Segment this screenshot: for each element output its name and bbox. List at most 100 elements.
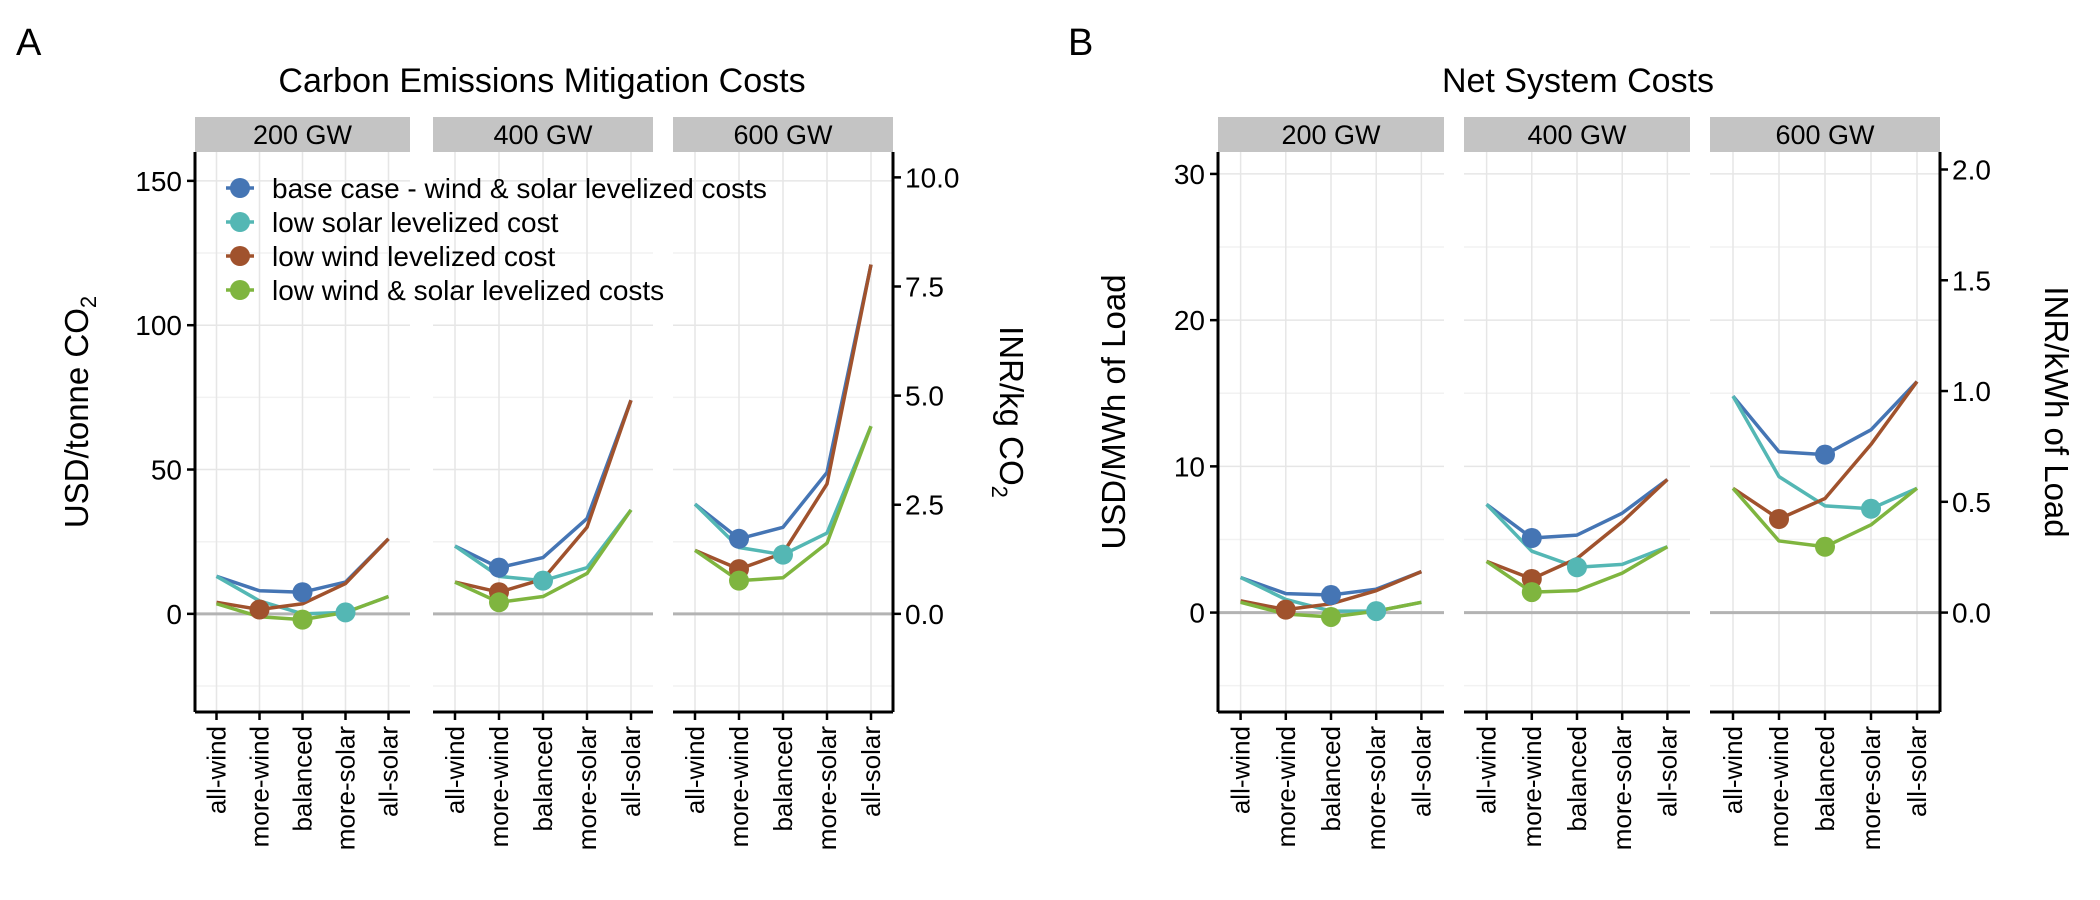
x-tick-label: all-wind <box>1472 726 1502 814</box>
series-line-base <box>454 399 633 570</box>
legend-marker-lowboth <box>230 280 250 300</box>
series-marker-lowboth <box>489 592 509 613</box>
x-tick-label: balanced <box>528 726 558 832</box>
x-tick-label: more-wind <box>1517 726 1547 847</box>
x-tick-label: more-solar <box>1856 726 1886 851</box>
facet-strip-label: 400 GW <box>493 120 593 150</box>
y-tick-label: 20 <box>1174 305 1205 336</box>
series-marker-base <box>489 557 509 578</box>
series-line-base <box>1485 478 1669 540</box>
chart-panel-a: 200 GW all-wind more-wind balanced more-sola… <box>58 117 1030 850</box>
series-line-lowwind <box>1732 380 1919 521</box>
y-tick-label: 50 <box>151 455 182 486</box>
x-tick-label: all-solar <box>616 726 646 817</box>
series-marker-lowsolar <box>1567 557 1587 578</box>
facet-strip-label: 200 GW <box>253 120 353 150</box>
x-tick-label: more-wind <box>724 726 754 847</box>
facet-strip <box>1710 117 1940 152</box>
facet-strip-label: 600 GW <box>733 120 833 150</box>
facet-strip <box>433 117 653 152</box>
y-axis-title: USD/tonne CO2 <box>58 296 101 528</box>
series-line-lowboth <box>454 508 633 605</box>
facet-strip <box>1218 117 1444 152</box>
series-marker-base <box>729 528 749 549</box>
x-tick-label: all-solar <box>1652 726 1682 817</box>
series-marker-base <box>1321 585 1341 606</box>
x-tick-label: all-solar <box>1406 726 1436 817</box>
series-marker-lowboth <box>1815 536 1835 557</box>
y-right-tick-label: 0.0 <box>1952 598 1991 629</box>
y-axis-title: USD/MWh of Load <box>1095 274 1132 549</box>
series-marker-lowsolar <box>1861 498 1881 519</box>
y-right-tick-label: 7.5 <box>905 271 944 302</box>
series-marker-lowboth <box>1521 582 1542 603</box>
x-tick-label: all-wind <box>1226 726 1256 814</box>
facet-strip-label: 200 GW <box>1281 120 1381 150</box>
x-tick-label: all-solar <box>374 726 404 817</box>
panel-a-title: Carbon Emissions Mitigation Costs <box>278 62 805 100</box>
series-line-lowsolar <box>1731 395 1918 511</box>
series-marker-base <box>292 582 313 603</box>
y-axis-right-title: INR/kWh of Load <box>2038 286 2075 537</box>
x-tick-label: more-wind <box>245 726 275 847</box>
y-right-tick-label: 2.5 <box>905 490 944 521</box>
x-tick-label: more-wind <box>484 726 514 847</box>
series-marker-base <box>1815 444 1835 465</box>
y-right-tick-label: 0.5 <box>1952 487 1991 518</box>
legend-marker-lowwind <box>230 246 250 266</box>
y-right-tick-label: 10.0 <box>905 162 960 193</box>
y-right-tick-label: 2.0 <box>1952 155 1991 186</box>
x-tick-label: all-solar <box>856 726 886 817</box>
series-marker-lowwind <box>1769 508 1789 529</box>
y-axis-right-title: INR/kg CO2 <box>987 326 1030 498</box>
series-marker-lowboth <box>1321 606 1341 627</box>
x-tick-label: more-solar <box>572 726 602 851</box>
legend-label-lowwind: low wind levelized cost <box>272 241 555 272</box>
series-line-lowboth <box>694 425 873 583</box>
series-marker-lowsolar <box>533 570 553 591</box>
y-tick-label: 30 <box>1174 159 1205 190</box>
x-tick-label: more-solar <box>331 726 361 851</box>
y-tick-label: 0 <box>166 599 182 630</box>
legend: base case - wind & solar levelized costs… <box>226 173 767 306</box>
facet-strip <box>673 117 893 152</box>
series-line-lowwind <box>216 537 390 612</box>
x-tick-label: balanced <box>1810 726 1840 832</box>
y-tick-label: 150 <box>135 166 182 197</box>
series-marker-lowsolar <box>335 602 356 623</box>
y-right-tick-label: 1.5 <box>1952 265 1991 296</box>
y-right-tick-label: 5.0 <box>905 381 944 412</box>
facet-strip <box>1464 117 1690 152</box>
panel-a-letter: A <box>16 22 42 64</box>
x-tick-label: more-solar <box>812 726 842 851</box>
series-marker-lowboth <box>292 609 313 630</box>
facet-strip-label: 400 GW <box>1527 120 1627 150</box>
series-marker-lowboth <box>729 570 749 591</box>
y-tick-label: 100 <box>135 310 182 341</box>
x-tick-label: more-wind <box>1764 726 1794 847</box>
x-tick-label: more-solar <box>1607 726 1637 851</box>
series-marker-lowsolar <box>1366 601 1387 622</box>
legend-marker-base <box>230 178 250 198</box>
x-tick-label: balanced <box>1316 726 1346 832</box>
x-tick-label: more-solar <box>1361 726 1391 851</box>
series-marker-base <box>1521 528 1542 549</box>
chart-panel-b: 200 GW all-wind more-wind balanced more-sola… <box>1095 117 2075 850</box>
x-tick-label: balanced <box>288 726 318 832</box>
facet-strip-label: 600 GW <box>1775 120 1875 150</box>
x-tick-label: all-wind <box>440 726 470 814</box>
y-tick-label: 0 <box>1189 598 1205 629</box>
panel-b-title: Net System Costs <box>1442 62 1714 100</box>
legend-label-base: base case - wind & solar levelized costs <box>272 173 767 204</box>
legend-marker-lowsolar <box>230 212 250 232</box>
y-tick-label: 10 <box>1174 451 1205 482</box>
x-tick-label: balanced <box>768 726 798 832</box>
x-tick-label: more-wind <box>1271 726 1301 847</box>
x-tick-label: balanced <box>1562 726 1592 832</box>
series-marker-lowwind <box>1275 599 1296 620</box>
x-tick-label: all-solar <box>1902 726 1932 817</box>
facet-strip <box>195 117 410 152</box>
series-marker-lowsolar <box>773 544 793 565</box>
x-tick-label: all-wind <box>202 726 232 814</box>
